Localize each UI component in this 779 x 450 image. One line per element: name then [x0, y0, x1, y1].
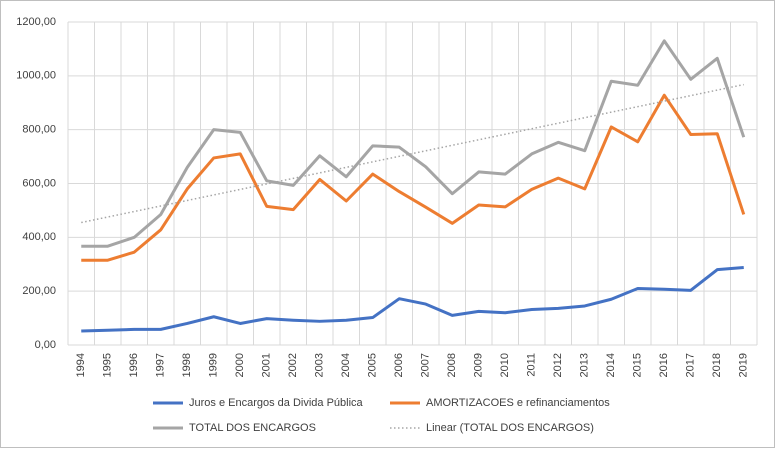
- legend-label: TOTAL DOS ENCARGOS: [189, 422, 316, 434]
- x-tick-label: 2013: [579, 353, 591, 377]
- y-tick-label: 0,00: [35, 339, 56, 351]
- legend-label: Linear (TOTAL DOS ENCARGOS): [426, 422, 594, 434]
- x-tick-label: 2003: [314, 353, 326, 377]
- x-tick-label: 2017: [685, 353, 697, 377]
- x-tick-label: 2015: [632, 353, 644, 377]
- x-tick-label: 1998: [181, 353, 193, 377]
- x-tick-label: 1995: [102, 353, 114, 377]
- legend-label: AMORTIZACOES e refinanciamentos: [426, 397, 610, 409]
- y-tick-label: 800,00: [22, 124, 56, 136]
- x-tick-label: 2010: [499, 353, 511, 377]
- series-line: [81, 265, 744, 333]
- x-tick-label: 2007: [420, 353, 432, 377]
- x-tick-label: 2008: [446, 353, 458, 377]
- legend-label: Juros e Encargos da Divida Pública: [189, 397, 364, 409]
- x-tick-label: 2006: [393, 353, 405, 377]
- x-tick-label: 2012: [552, 353, 564, 377]
- x-tick-label: 2005: [367, 353, 379, 377]
- x-tick-label: 2011: [526, 353, 538, 377]
- x-tick-label: 2016: [658, 353, 670, 377]
- x-tick-label: 2004: [340, 353, 352, 377]
- x-tick-label: 1999: [208, 353, 220, 377]
- x-tick-label: 2001: [261, 353, 273, 377]
- y-tick-label: 1200,00: [16, 16, 56, 28]
- y-tick-label: 200,00: [22, 285, 56, 297]
- x-tick-label: 2002: [287, 353, 299, 377]
- x-tick-label: 2000: [234, 353, 246, 377]
- x-tick-label: 2019: [738, 353, 750, 377]
- x-tick-label: 2018: [711, 353, 723, 377]
- y-tick-label: 1000,00: [16, 70, 56, 82]
- series-line: [81, 93, 746, 262]
- x-tick-label: 1996: [128, 353, 140, 377]
- series-line: [81, 39, 746, 248]
- x-tick-label: 1997: [155, 353, 167, 377]
- x-tick-label: 1994: [75, 353, 87, 377]
- x-tick-label: 2009: [473, 353, 485, 377]
- y-tick-label: 600,00: [22, 177, 56, 189]
- x-tick-label: 2014: [605, 353, 617, 377]
- trend-line: [81, 83, 744, 224]
- y-tick-label: 400,00: [22, 231, 56, 243]
